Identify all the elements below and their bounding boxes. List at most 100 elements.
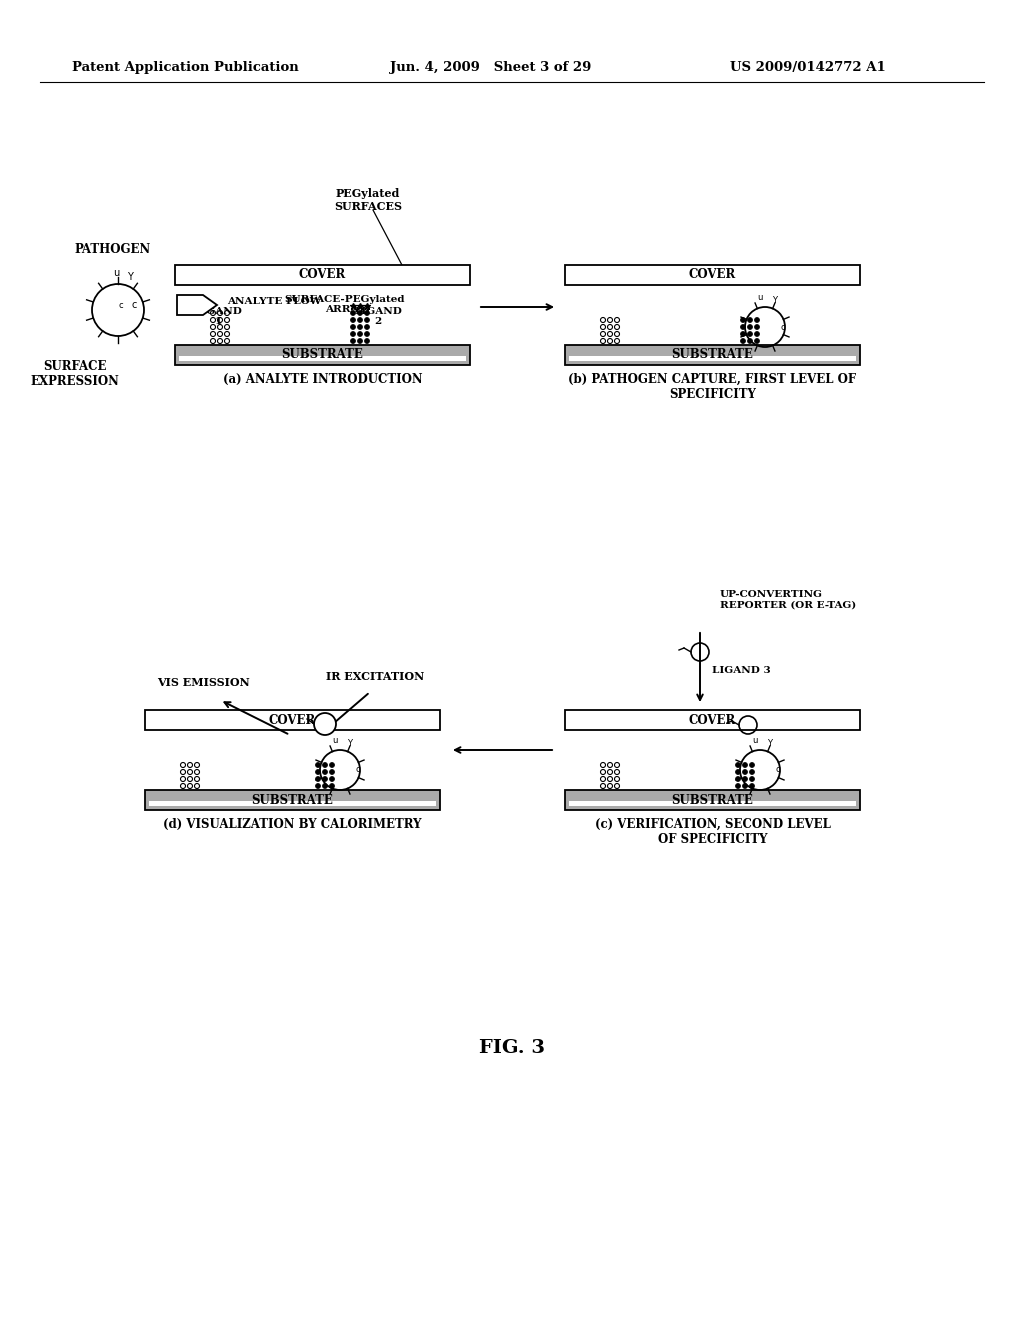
Circle shape xyxy=(357,310,362,315)
Circle shape xyxy=(748,338,753,343)
Text: c: c xyxy=(355,766,360,775)
Circle shape xyxy=(735,770,740,775)
Text: PEGylated
SURFACES: PEGylated SURFACES xyxy=(334,187,402,211)
Circle shape xyxy=(315,770,321,775)
Text: c: c xyxy=(119,301,123,309)
FancyArrow shape xyxy=(177,294,217,315)
Text: c: c xyxy=(776,766,780,775)
Bar xyxy=(565,265,860,285)
Circle shape xyxy=(755,318,760,322)
Bar xyxy=(565,710,860,730)
Circle shape xyxy=(365,331,370,337)
Bar xyxy=(175,345,470,366)
Circle shape xyxy=(365,310,370,315)
Circle shape xyxy=(750,784,755,788)
Circle shape xyxy=(357,318,362,322)
Circle shape xyxy=(755,331,760,337)
Circle shape xyxy=(357,325,362,330)
Text: LIGAND
2: LIGAND 2 xyxy=(354,308,402,326)
Circle shape xyxy=(330,763,335,767)
Circle shape xyxy=(755,338,760,343)
Circle shape xyxy=(735,784,740,788)
Text: SURFACE
EXPRESSION: SURFACE EXPRESSION xyxy=(31,360,120,388)
Circle shape xyxy=(323,784,328,788)
Circle shape xyxy=(314,713,336,735)
Text: (b) PATHOGEN CAPTURE, FIRST LEVEL OF
SPECIFICITY: (b) PATHOGEN CAPTURE, FIRST LEVEL OF SPE… xyxy=(568,374,856,401)
Circle shape xyxy=(735,763,740,767)
Text: (d) VISUALIZATION BY CALORIMETRY: (d) VISUALIZATION BY CALORIMETRY xyxy=(163,818,422,832)
Circle shape xyxy=(350,325,355,330)
Bar xyxy=(175,265,470,285)
Bar xyxy=(565,345,860,366)
Circle shape xyxy=(350,338,355,343)
Circle shape xyxy=(750,776,755,781)
Text: Y: Y xyxy=(347,739,352,748)
Text: Jun. 4, 2009   Sheet 3 of 29: Jun. 4, 2009 Sheet 3 of 29 xyxy=(390,62,592,74)
Circle shape xyxy=(330,784,335,788)
Text: COVER: COVER xyxy=(299,268,346,281)
Bar xyxy=(150,801,436,807)
Text: SUBSTRATE: SUBSTRATE xyxy=(672,348,754,362)
Text: Y: Y xyxy=(768,739,772,748)
Circle shape xyxy=(740,325,745,330)
Text: FIG. 3: FIG. 3 xyxy=(479,1039,545,1057)
Text: SURFACE-PEGylated
ARRAY: SURFACE-PEGylated ARRAY xyxy=(285,294,406,314)
Text: Y: Y xyxy=(772,296,777,305)
Circle shape xyxy=(323,776,328,781)
Circle shape xyxy=(365,338,370,343)
Text: Y: Y xyxy=(127,272,133,282)
Circle shape xyxy=(748,331,753,337)
Circle shape xyxy=(323,763,328,767)
Text: Patent Application Publication: Patent Application Publication xyxy=(72,62,299,74)
Text: US 2009/0142772 A1: US 2009/0142772 A1 xyxy=(730,62,886,74)
Circle shape xyxy=(742,770,748,775)
Circle shape xyxy=(357,338,362,343)
Circle shape xyxy=(365,325,370,330)
Bar xyxy=(145,789,440,810)
Circle shape xyxy=(315,763,321,767)
Bar xyxy=(179,356,466,360)
Bar xyxy=(565,789,860,810)
Text: u: u xyxy=(333,737,338,744)
Circle shape xyxy=(748,325,753,330)
Text: (c) VERIFICATION, SECOND LEVEL
OF SPECIFICITY: (c) VERIFICATION, SECOND LEVEL OF SPECIF… xyxy=(595,818,830,846)
Bar xyxy=(569,356,856,360)
Circle shape xyxy=(365,318,370,322)
Circle shape xyxy=(315,776,321,781)
Text: IR EXCITATION: IR EXCITATION xyxy=(326,671,424,682)
Text: ANALYTE FLOW: ANALYTE FLOW xyxy=(227,297,322,306)
Circle shape xyxy=(350,318,355,322)
Circle shape xyxy=(755,325,760,330)
Circle shape xyxy=(357,331,362,337)
Text: u: u xyxy=(113,268,119,279)
Text: UP-CONVERTING
REPORTER (OR E-TAG): UP-CONVERTING REPORTER (OR E-TAG) xyxy=(720,590,856,610)
Circle shape xyxy=(742,776,748,781)
Text: u: u xyxy=(758,293,763,302)
Text: c: c xyxy=(780,322,785,331)
Text: c: c xyxy=(131,300,136,310)
Text: u: u xyxy=(753,737,758,744)
Text: PATHOGEN: PATHOGEN xyxy=(75,243,152,256)
Text: SUBSTRATE: SUBSTRATE xyxy=(672,793,754,807)
Circle shape xyxy=(330,770,335,775)
Circle shape xyxy=(323,770,328,775)
Circle shape xyxy=(750,770,755,775)
Bar xyxy=(569,801,856,807)
Bar xyxy=(145,710,440,730)
Circle shape xyxy=(735,776,740,781)
Circle shape xyxy=(350,310,355,315)
Circle shape xyxy=(350,331,355,337)
Text: (a) ANALYTE INTRODUCTION: (a) ANALYTE INTRODUCTION xyxy=(222,374,422,385)
Circle shape xyxy=(740,318,745,322)
Circle shape xyxy=(330,776,335,781)
Text: VIS EMISSION: VIS EMISSION xyxy=(157,677,250,688)
Text: COVER: COVER xyxy=(269,714,316,726)
Circle shape xyxy=(748,318,753,322)
Text: LIGAND 3: LIGAND 3 xyxy=(712,667,771,675)
Text: COVER: COVER xyxy=(689,268,736,281)
Circle shape xyxy=(315,784,321,788)
Text: SUBSTRATE: SUBSTRATE xyxy=(252,793,334,807)
Circle shape xyxy=(742,763,748,767)
Circle shape xyxy=(742,784,748,788)
Text: LIGAND
1: LIGAND 1 xyxy=(195,308,242,326)
